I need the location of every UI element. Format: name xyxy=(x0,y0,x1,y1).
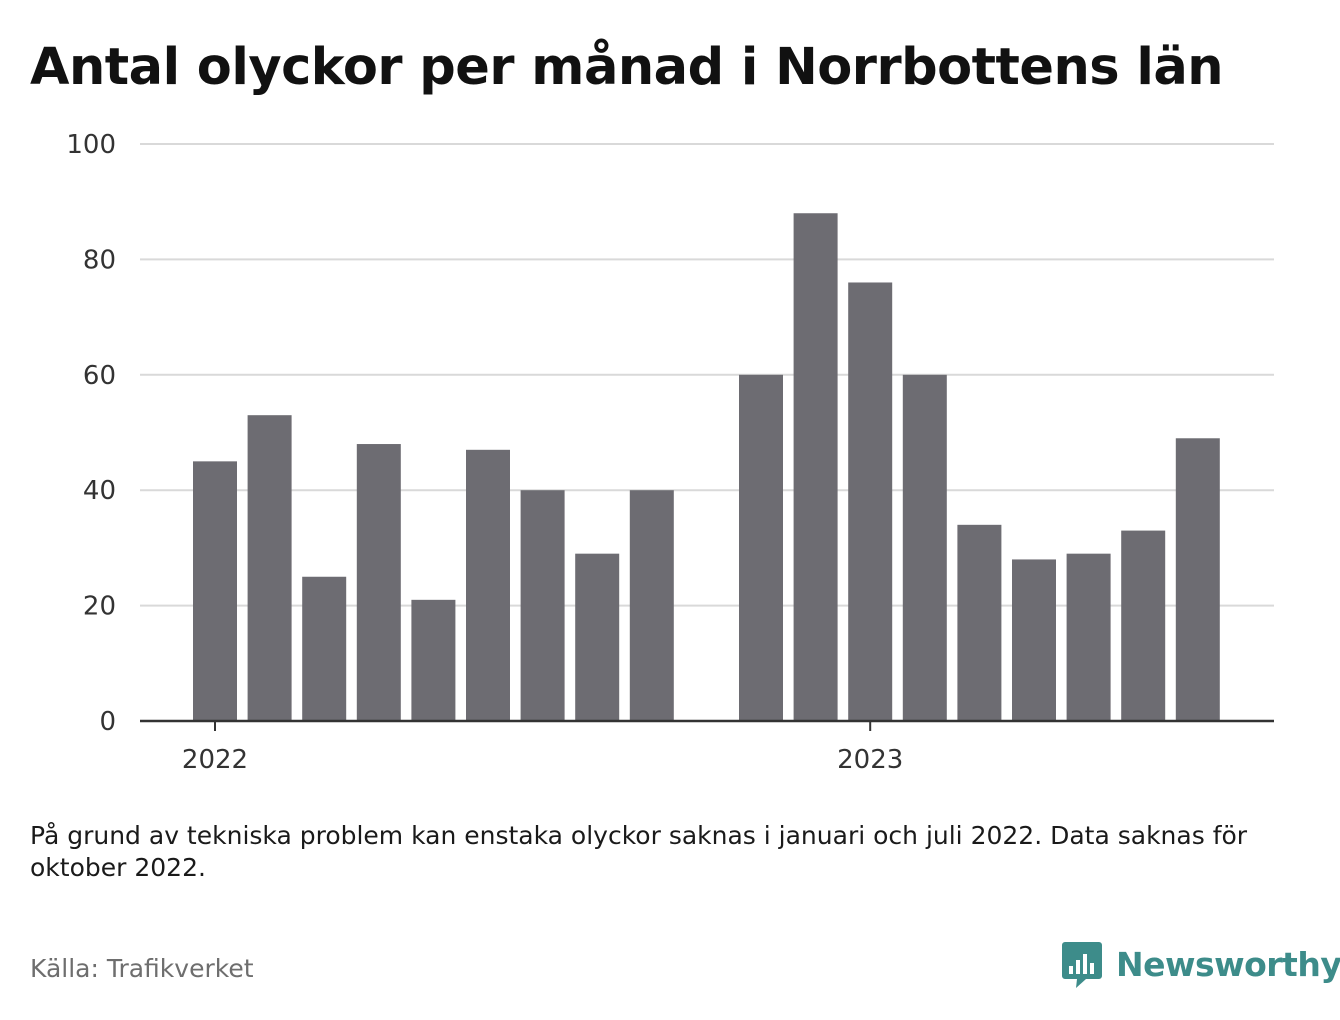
bar-2023-07 xyxy=(1175,438,1220,721)
bar-2022-04 xyxy=(356,444,401,721)
chart-title: Antal olyckor per månad i Norrbottens lä… xyxy=(30,38,1224,97)
bar-2023-01 xyxy=(848,282,893,721)
bar-2022-01 xyxy=(193,461,237,721)
bar-2023-05 xyxy=(1066,553,1111,721)
y-tick-label: 100 xyxy=(66,130,116,160)
brand-name: Newsworthy xyxy=(1116,944,1340,984)
gridlines xyxy=(140,143,1274,607)
y-tick-label: 20 xyxy=(83,592,116,622)
footnote: På grund av tekniska problem kan enstaka… xyxy=(30,821,1248,882)
bar-2022-07 xyxy=(520,490,565,721)
bar-2022-02 xyxy=(247,415,292,721)
bar-2022-08 xyxy=(575,553,620,721)
bar-2023-02 xyxy=(902,374,947,721)
y-tick-label: 60 xyxy=(83,361,116,391)
y-axis-ticks: 0 20 40 60 80 100 xyxy=(66,130,116,737)
bar-chart-speech-bubble-icon xyxy=(1062,942,1102,988)
bar-2022-06 xyxy=(466,449,510,721)
x-tick-label: 2022 xyxy=(182,745,248,775)
bar-2022-05 xyxy=(411,599,456,721)
bar-2023-06 xyxy=(1121,530,1166,721)
y-tick-label: 80 xyxy=(83,245,116,275)
bar-2023-03 xyxy=(957,524,1002,721)
source-text: Källa: Trafikverket xyxy=(30,954,254,983)
y-tick-label: 40 xyxy=(83,476,116,506)
bar-2022-12 xyxy=(793,213,838,722)
bar-chart: 0 20 40 60 80 100 2022 2023 xyxy=(66,130,1274,775)
bar-2023-04 xyxy=(1012,559,1056,721)
x-tick-label: 2023 xyxy=(837,745,903,775)
bar-2022-11 xyxy=(739,374,783,721)
bar-2022-03 xyxy=(302,576,347,721)
y-tick-label: 0 xyxy=(99,707,116,737)
bars xyxy=(140,213,1274,723)
brand-logo: Newsworthy xyxy=(1062,940,1340,988)
bar-2022-09 xyxy=(629,490,674,721)
x-axis-ticks: 2022 2023 xyxy=(182,721,903,775)
